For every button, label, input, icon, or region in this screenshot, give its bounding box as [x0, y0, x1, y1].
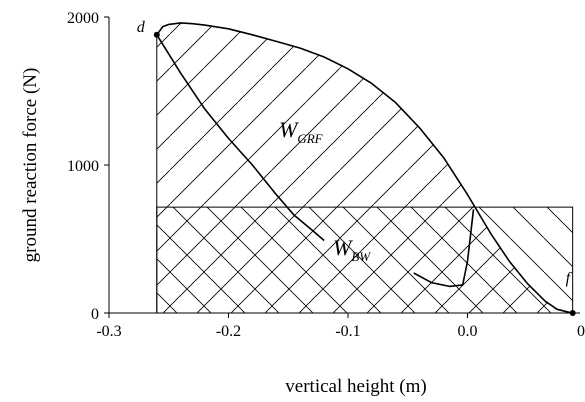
- annotation-w-bw: WBW: [333, 235, 371, 264]
- annotation-w-grf: WGRF: [279, 117, 324, 146]
- y-tick-label: 2000: [67, 10, 99, 27]
- y-tick-label: 1000: [67, 158, 99, 175]
- annotation-f: f: [566, 270, 573, 287]
- series-line-0: [156, 22, 573, 314]
- point-f: [569, 310, 576, 316]
- x-tick-label: -0.1: [335, 323, 360, 340]
- series-group: [156, 22, 573, 314]
- series-line-2: [413, 209, 475, 288]
- axis-ticks: -0.3 -0.2 -0.1 0.0 0.1 0 1000 2000: [67, 10, 585, 340]
- annotation-d: d: [137, 19, 146, 36]
- x-tick-label: -0.3: [96, 323, 121, 340]
- x-tick-label: 0.0: [458, 323, 478, 340]
- point-d: [153, 31, 160, 38]
- x-tick-label: 0.1: [577, 323, 585, 340]
- series-line-1: [156, 34, 325, 242]
- y-axis-title: ground reaction force (N): [20, 68, 41, 263]
- y-tick-label: 0: [91, 306, 99, 323]
- x-axis-title: vertical height (m): [285, 376, 426, 397]
- x-tick-label: -0.2: [216, 323, 241, 340]
